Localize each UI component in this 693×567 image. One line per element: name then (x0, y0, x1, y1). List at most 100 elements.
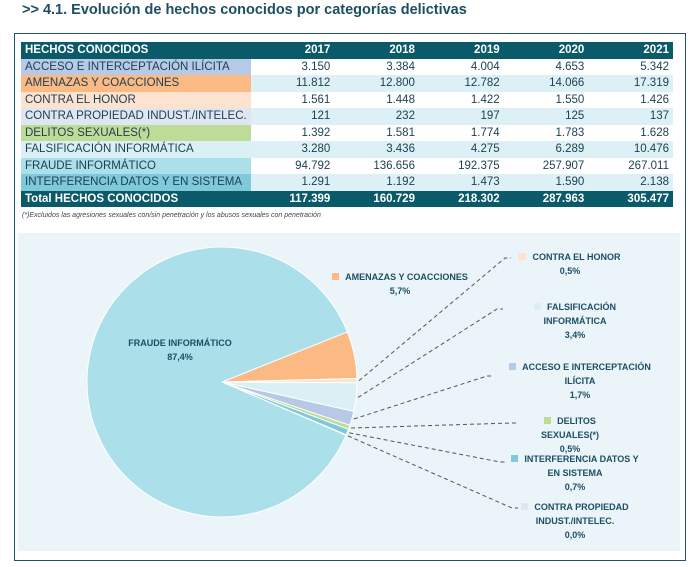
table-row: CONTRA PROPIEDAD INDUST./INTELEC. 121 232 1… (21, 108, 673, 125)
data-table: HECHOS CONOCIDOS 2017 2018 2019 2020 202… (21, 42, 673, 207)
slice-percent: 0,0% (564, 530, 586, 540)
cell-value: 12.782 (418, 75, 504, 92)
slice-name: DELITOS SEXUALES(*) (540, 416, 599, 440)
slice-label: FRAUDE INFORMÁTICO 87,4% (120, 336, 240, 364)
cell-value: 137 (588, 108, 673, 125)
row-label: AMENAZAS Y COACCIONES (21, 75, 251, 92)
row-label: DELITOS SEXUALES(*) (21, 124, 251, 141)
cell-value: 17.319 (588, 75, 673, 92)
cell-value: 3.150 (250, 58, 335, 75)
cell-value: 2.138 (588, 174, 673, 191)
legend-swatch (544, 417, 552, 424)
leader-line (351, 422, 518, 429)
total-value: 287.963 (503, 190, 589, 207)
section-title: >> 4.1. Evolución de hechos conocidos po… (22, 2, 467, 18)
row-label: FALSIFICACIÓN INFORMÁTICA (21, 141, 251, 158)
slice-label: ACCESO E INTERCEPTACIÓN ILÍCITA 1,7% (505, 360, 655, 402)
cell-value: 1.192 (334, 174, 419, 191)
table-row: FALSIFICACIÓN INFORMÁTICA 3.280 3.436 4.275… (21, 141, 673, 158)
slice-percent: 87,4% (167, 352, 193, 362)
leader-line (353, 375, 493, 420)
slice-label: CONTRA PROPIEDAD INDUST./INTELEC. 0,0% (520, 500, 630, 542)
cell-value: 125 (503, 108, 589, 125)
cell-value: 11.812 (250, 75, 335, 92)
header-cell: 2017 (250, 42, 335, 59)
cell-value: 3.384 (334, 58, 419, 75)
cell-value: 257.907 (503, 157, 589, 174)
slice-percent: 0,5% (559, 266, 581, 276)
row-label: FRAUDE INFORMÁTICO (21, 157, 251, 174)
leader-line (349, 432, 506, 463)
pie-slice (86, 246, 349, 518)
legend-swatch (534, 303, 541, 310)
row-label: ACCESO E INTERCEPTACIÓN ILÍCITA (21, 58, 251, 75)
slice-name: INTERFERENCIA DATOS Y EN SISTEMA (524, 454, 639, 478)
total-label: Total HECHOS CONOCIDOS (21, 190, 251, 207)
cell-value: 1.561 (250, 91, 335, 108)
legend-swatch (511, 455, 519, 462)
cell-value: 136.656 (334, 157, 419, 174)
cell-value: 5.342 (588, 58, 673, 75)
header-cell: 2018 (334, 42, 419, 59)
legend-swatch (332, 273, 340, 280)
cell-value: 14.066 (503, 75, 589, 92)
table-row: FRAUDE INFORMÁTICO 94.792 136.656 192.375 25… (21, 157, 673, 174)
header-cell: 2019 (418, 42, 504, 59)
slice-label: FALSIFICACIÓN INFORMÁTICA 3,4% (520, 300, 630, 342)
slice-percent: 1,7% (569, 390, 591, 400)
total-value: 305.477 (588, 190, 673, 207)
cell-value: 94.792 (250, 157, 335, 174)
cell-value: 232 (334, 108, 419, 125)
cell-value: 3.280 (250, 141, 335, 158)
header-cell: HECHOS CONOCIDOS (21, 42, 251, 59)
slice-label: CONTRA EL HONOR 0,5% (515, 250, 625, 278)
leader-line (358, 257, 511, 382)
slice-name: CONTRA PROPIEDAD INDUST./INTELEC. (534, 502, 629, 526)
cell-value: 6.289 (503, 141, 589, 158)
row-label: INTERFERENCIA DATOS Y EN SISTEMA (21, 174, 251, 191)
total-value: 117.399 (250, 190, 335, 207)
slice-label: AMENAZAS Y COACCIONES 5,7% (330, 270, 470, 298)
cell-value: 1.581 (334, 124, 419, 141)
total-value: 218.302 (418, 190, 504, 207)
cell-value: 197 (418, 108, 504, 125)
slice-percent: 3,4% (564, 330, 586, 340)
total-value: 160.729 (334, 190, 419, 207)
cell-value: 10.476 (588, 141, 673, 158)
table-row: CONTRA EL HONOR 1.561 1.448 1.422 1.550 1.426 (21, 91, 673, 108)
cell-value: 4.275 (418, 141, 504, 158)
slice-percent: 0,7% (564, 482, 586, 492)
slice-percent: 0,5% (559, 444, 581, 454)
cell-value: 4.004 (418, 58, 504, 75)
slice-name: FALSIFICACIÓN INFORMÁTICA (543, 302, 617, 326)
slice-name: CONTRA EL HONOR (532, 252, 621, 262)
cell-value: 1.774 (418, 124, 504, 141)
slice-name: FRAUDE INFORMÁTICO (128, 338, 232, 348)
legend-swatch (519, 253, 527, 260)
cell-value: 192.375 (418, 157, 504, 174)
cell-value: 1.783 (503, 124, 589, 141)
cell-value: 1.291 (250, 174, 335, 191)
figure-frame (14, 33, 686, 561)
cell-value: 1.550 (503, 91, 589, 108)
cell-value: 1.422 (418, 91, 504, 108)
cell-value: 121 (250, 108, 335, 125)
legend-swatch (521, 503, 529, 510)
leader-line (347, 435, 518, 509)
total-row: Total HECHOS CONOCIDOS 117.399 160.729 218.… (21, 190, 673, 207)
legend-swatch (509, 363, 517, 370)
cell-value: 1.448 (334, 91, 419, 108)
table-header: HECHOS CONOCIDOS 2017 2018 2019 2020 202… (21, 42, 673, 59)
slice-label: INTERFERENCIA DATOS Y EN SISTEMA 0,7% (505, 452, 645, 494)
cell-value: 12.800 (334, 75, 419, 92)
row-label: CONTRA PROPIEDAD INDUST./INTELEC. (21, 108, 251, 125)
header-cell: 2020 (503, 42, 589, 59)
table-row: AMENAZAS Y COACCIONES 11.812 12.800 12.782 1… (21, 75, 673, 92)
table-row: DELITOS SEXUALES(*) 1.392 1.581 1.774 1.783 1… (21, 124, 673, 141)
cell-value: 4.653 (503, 58, 589, 75)
cell-value: 1.473 (418, 174, 504, 191)
footnote: (*)Excluidos las agresiones sexuales con… (22, 212, 321, 219)
cell-value: 1.392 (250, 124, 335, 141)
leader-line (357, 308, 503, 398)
